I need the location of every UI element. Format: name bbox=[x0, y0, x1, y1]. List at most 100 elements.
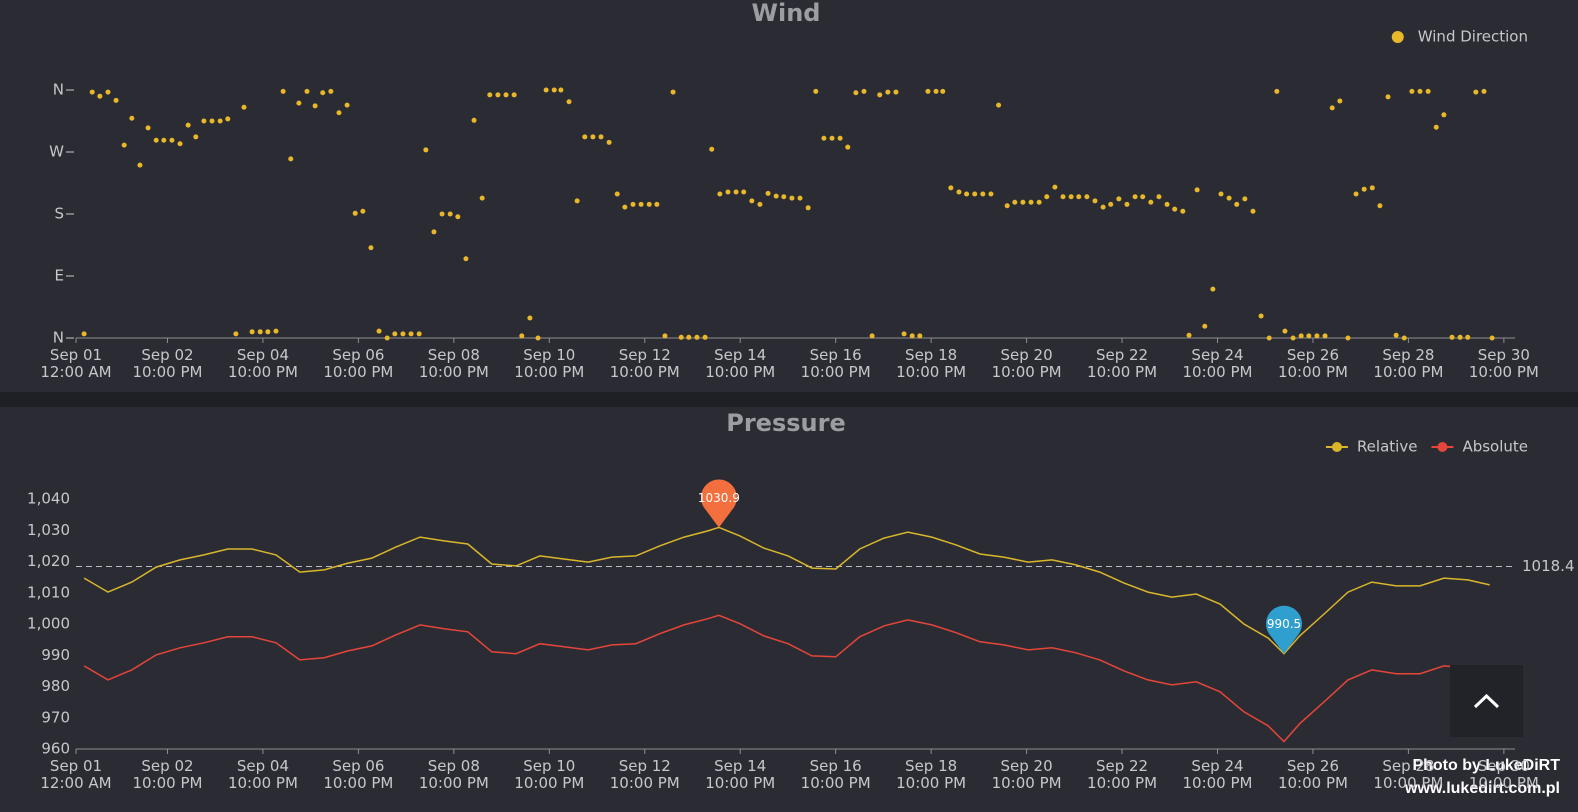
wind-point bbox=[1012, 199, 1018, 205]
y-tick-label: 970 bbox=[41, 708, 70, 726]
pressure-line bbox=[83, 614, 1490, 743]
x-tick-label: Sep 30 10:00 PM bbox=[1469, 346, 1539, 381]
wind-point bbox=[1084, 194, 1090, 200]
wind-point bbox=[733, 189, 739, 195]
wind-point bbox=[1226, 195, 1232, 201]
wind-point bbox=[622, 204, 628, 210]
chart-title: Pressure bbox=[726, 409, 845, 437]
wind-point bbox=[813, 88, 819, 94]
wind-point bbox=[980, 191, 986, 197]
wind-point bbox=[113, 97, 119, 103]
wind-point bbox=[893, 89, 899, 95]
y-tick-label: 1,030 bbox=[27, 521, 70, 539]
wind-point bbox=[280, 88, 286, 94]
x-tick-label: Sep 26 10:00 PM bbox=[1278, 346, 1348, 381]
wind-point bbox=[360, 208, 366, 214]
wind-point bbox=[1377, 203, 1383, 209]
extreme-label: 990.5 bbox=[1267, 617, 1301, 631]
x-tick-label: Sep 16 10:00 PM bbox=[801, 757, 871, 792]
x-tick-label: Sep 18 10:00 PM bbox=[896, 757, 966, 792]
wind-point bbox=[1409, 88, 1415, 94]
wind-point bbox=[1194, 187, 1200, 193]
wind-point bbox=[1489, 335, 1495, 341]
y-tick-label: N bbox=[53, 329, 64, 347]
wind-point bbox=[296, 100, 302, 106]
wind-point bbox=[1156, 194, 1162, 200]
x-tick-label: Sep 02 10:00 PM bbox=[132, 757, 202, 792]
x-tick-label: Sep 08 10:00 PM bbox=[419, 346, 489, 381]
wind-point bbox=[797, 195, 803, 201]
wind-point bbox=[209, 118, 215, 124]
wind-point bbox=[368, 245, 374, 251]
wind-point bbox=[694, 334, 700, 340]
wind-point bbox=[837, 135, 843, 141]
chart-title: Wind bbox=[752, 0, 821, 27]
wind-point bbox=[161, 137, 167, 143]
wind-point bbox=[1076, 194, 1082, 200]
wind-point bbox=[1290, 335, 1296, 341]
wind-point bbox=[225, 116, 231, 122]
wind-point bbox=[320, 90, 326, 96]
x-tick-label: Sep 24 10:00 PM bbox=[1183, 757, 1253, 792]
wind-point bbox=[137, 162, 143, 168]
y-tick-label: 1,010 bbox=[27, 583, 70, 601]
wind-point bbox=[1345, 335, 1351, 341]
wind-point bbox=[1401, 335, 1407, 341]
extreme-label: 1030.9 bbox=[698, 491, 740, 505]
wind-point bbox=[1044, 194, 1050, 200]
wind-point bbox=[630, 201, 636, 207]
legend-label: Relative bbox=[1357, 438, 1418, 456]
wind-point bbox=[400, 331, 406, 337]
wind-point bbox=[535, 335, 541, 341]
wind-point bbox=[495, 92, 501, 98]
wind-point bbox=[925, 88, 931, 94]
x-tick-label: Sep 24 10:00 PM bbox=[1183, 346, 1253, 381]
wind-point bbox=[1417, 88, 1423, 94]
wind-point bbox=[328, 88, 334, 94]
wind-point bbox=[933, 88, 939, 94]
wind-point bbox=[725, 189, 731, 195]
wind-point bbox=[670, 89, 676, 95]
wind-point bbox=[781, 194, 787, 200]
x-tick-label: Sep 20 10:00 PM bbox=[992, 346, 1062, 381]
wind-point bbox=[964, 191, 970, 197]
wind-point bbox=[1385, 94, 1391, 100]
x-tick-label: Sep 10 10:00 PM bbox=[514, 757, 584, 792]
wind-point bbox=[257, 329, 263, 335]
wind-point bbox=[638, 201, 644, 207]
x-tick-label: Sep 01 12:00 AM bbox=[40, 757, 111, 792]
wind-point bbox=[1282, 328, 1288, 334]
wind-point bbox=[606, 139, 612, 145]
x-tick-label: Sep 26 10:00 PM bbox=[1278, 757, 1348, 792]
wind-point bbox=[217, 118, 223, 124]
scroll-top-button[interactable] bbox=[1450, 665, 1523, 737]
x-tick-label: Sep 02 10:00 PM bbox=[132, 346, 202, 381]
wind-point bbox=[273, 328, 279, 334]
wind-point bbox=[1369, 185, 1375, 191]
wind-point bbox=[861, 88, 867, 94]
wind-point bbox=[1274, 88, 1280, 94]
wind-point bbox=[249, 329, 255, 335]
wind-point bbox=[479, 195, 485, 201]
wind-point bbox=[1100, 204, 1106, 210]
wind-point bbox=[503, 92, 509, 98]
wind-point bbox=[471, 117, 477, 123]
wind-point bbox=[1234, 201, 1240, 207]
wind-point bbox=[988, 191, 994, 197]
wind-point bbox=[551, 87, 557, 93]
x-tick-label: Sep 16 10:00 PM bbox=[801, 346, 871, 381]
wind-point bbox=[1353, 191, 1359, 197]
wind-point bbox=[1465, 334, 1471, 340]
chevron-icon bbox=[1473, 693, 1500, 709]
x-tick-label: Sep 08 10:00 PM bbox=[419, 757, 489, 792]
wind-point bbox=[717, 191, 723, 197]
x-tick-label: Sep 12 10:00 PM bbox=[610, 757, 680, 792]
wind-point bbox=[940, 88, 946, 94]
wind-point bbox=[972, 191, 978, 197]
wind-point bbox=[527, 315, 533, 321]
extreme-pin bbox=[1265, 605, 1302, 654]
wind-point bbox=[153, 137, 159, 143]
x-tick-label: Sep 30 10:00 PM bbox=[1469, 757, 1539, 792]
wind-point bbox=[1164, 201, 1170, 207]
